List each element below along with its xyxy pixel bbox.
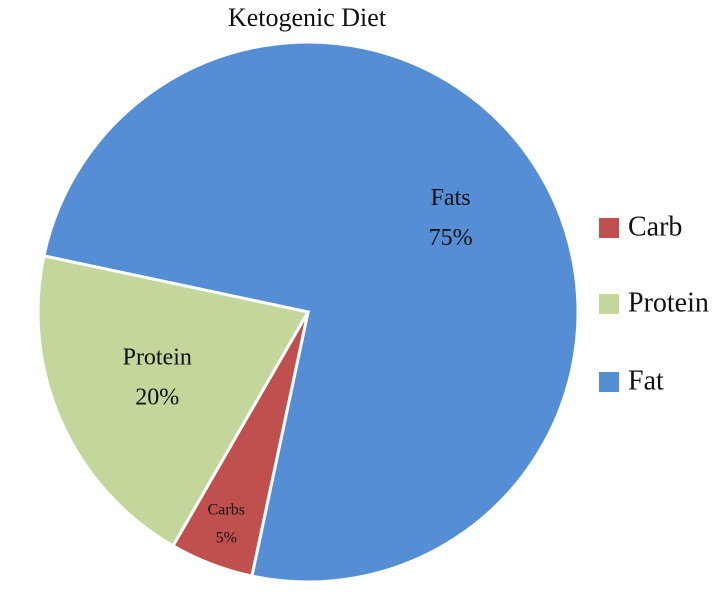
legend-item-carb: Carb (599, 211, 682, 242)
slice-value-carb: 5% (216, 530, 237, 547)
legend-label-fat: Fat (628, 365, 664, 396)
pie-slices (36, 40, 580, 584)
legend-item-fat: Fat (599, 365, 664, 396)
slice-label-fat: Fats (431, 185, 471, 211)
legend: Carb Protein Fat (599, 211, 709, 396)
legend-swatch-protein (599, 294, 619, 314)
slice-label-carb: Carbs (208, 502, 245, 519)
legend-label-carb: Carb (628, 211, 682, 242)
pie-slice-protein (36, 254, 311, 548)
legend-item-protein: Protein (599, 287, 709, 318)
slice-value-fat: 75% (429, 225, 473, 251)
slice-value-protein: 20% (135, 385, 179, 411)
legend-swatch-carb (599, 218, 619, 238)
legend-label-protein: Protein (628, 287, 709, 318)
legend-swatch-fat (599, 372, 619, 392)
slice-label-protein: Protein (123, 345, 192, 371)
chart-title: Ketogenic Diet (228, 3, 387, 32)
pie-slice-fat (42, 40, 580, 584)
pie-labels: Fats 75% Carbs 5% Protein 20% (123, 185, 473, 547)
